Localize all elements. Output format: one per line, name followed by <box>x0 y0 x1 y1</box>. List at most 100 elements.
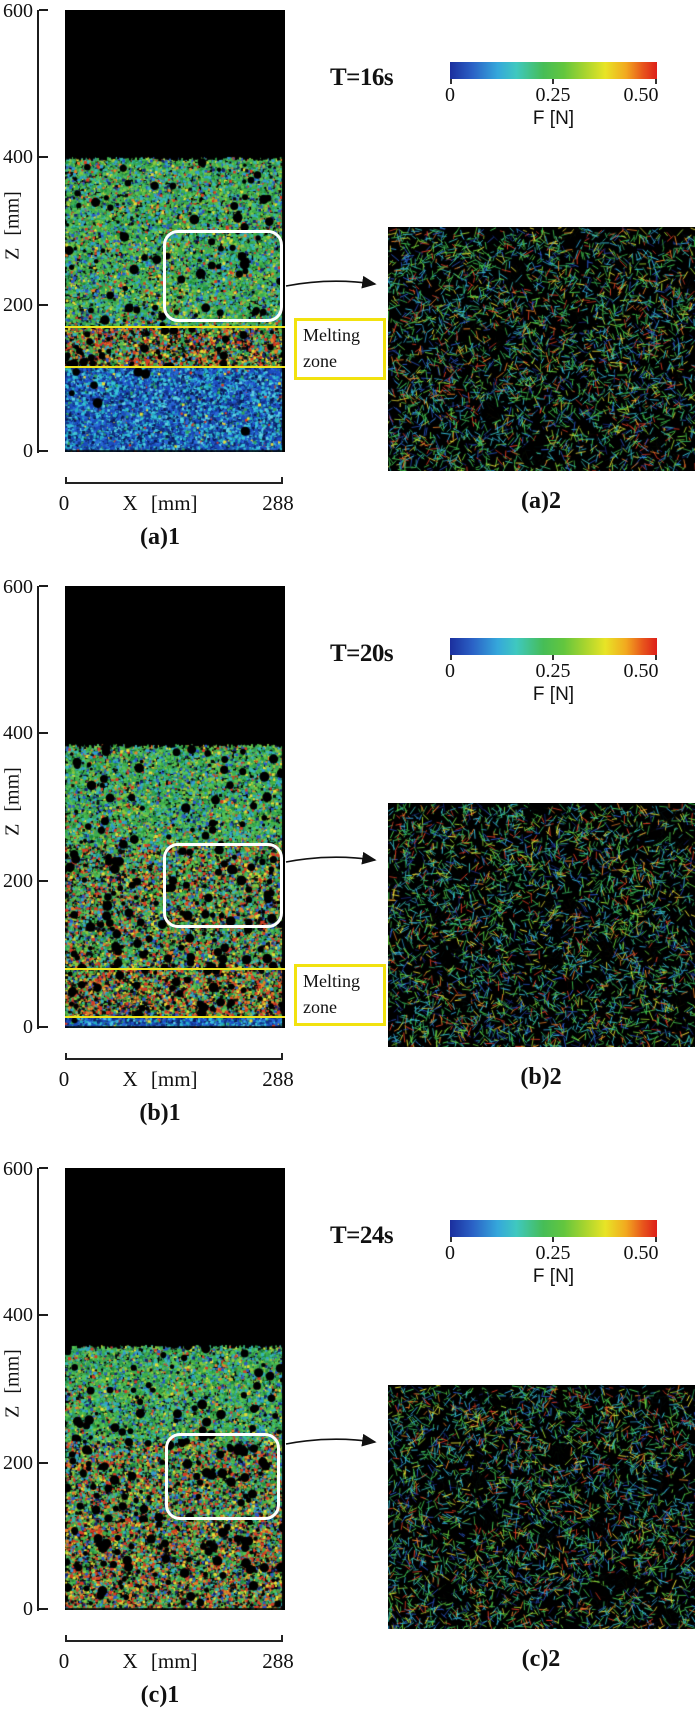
inset-canvas <box>388 803 695 1047</box>
panel-a: 600 400 200 0 Z [mm] 0 X [mm] 288 (a)1 T… <box>0 0 700 576</box>
colorbar-title: F [N] <box>532 108 575 129</box>
z-axis-tick <box>39 585 48 587</box>
colorbar-tick-label: 0.25 <box>535 1242 571 1264</box>
z-tick-label: 0 <box>23 1598 33 1620</box>
colorbar-tick-label: 0.50 <box>623 1242 659 1264</box>
x-tick-label-min: 0 <box>58 1067 70 1091</box>
melting-zone-callout-line1: Melting <box>303 325 360 346</box>
plot-sublabel: (a)1 <box>140 524 180 550</box>
inset-canvas <box>388 227 695 471</box>
melting-zone-boundary-line <box>65 325 285 328</box>
colorbar-tick <box>450 79 452 84</box>
colorbar-tick-label: 0 <box>445 660 455 682</box>
z-tick-label: 200 <box>3 870 33 892</box>
zoom-arrow <box>285 275 377 289</box>
inset-canvas <box>388 1385 695 1629</box>
colorbar: 0 0.25 0.50 F [N] <box>445 1220 659 1290</box>
z-axis-title: Z [mm] <box>1 191 24 260</box>
melting-zone-callout-line1: Melting <box>303 971 360 991</box>
melting-zone-callout-line2: zone <box>303 351 337 372</box>
x-axis-title: X [mm] <box>122 491 198 515</box>
main-sim-canvas <box>65 586 285 1028</box>
z-tick-label: 600 <box>3 1158 33 1180</box>
colorbar-tick-label: 0.50 <box>623 84 659 106</box>
z-tick-label: 600 <box>3 576 33 598</box>
melting-zone-callout: Melting zone <box>294 318 386 381</box>
melting-zone-callout-line2: zone <box>303 997 337 1017</box>
colorbar-tick <box>552 79 554 84</box>
colorbar-gradient <box>450 62 657 79</box>
z-axis-tick <box>39 304 48 306</box>
colorbar-tick <box>552 1237 554 1242</box>
x-axis-title: X [mm] <box>122 1649 198 1673</box>
x-tick-label-max: 288 <box>262 1067 294 1091</box>
time-label: T=16s <box>330 64 394 91</box>
z-axis-title: Z [mm] <box>1 767 24 836</box>
z-tick-label: 200 <box>3 1452 33 1474</box>
z-axis-title: Z [mm] <box>1 1349 24 1418</box>
colorbar-tick <box>450 655 452 660</box>
plot-sublabel: (c)1 <box>140 1682 180 1708</box>
x-axis-bracket <box>65 1053 283 1060</box>
x-axis-title: X [mm] <box>122 1067 198 1091</box>
colorbar-tick <box>655 1237 657 1242</box>
x-tick-label-min: 0 <box>58 491 70 515</box>
melting-zone-callout: Melting zone <box>294 964 386 1026</box>
colorbar-gradient <box>450 1220 657 1237</box>
x-tick-label-min: 0 <box>58 1649 70 1673</box>
colorbar: 0 0.25 0.50 F [N] <box>445 638 659 708</box>
main-sim-canvas <box>65 1168 285 1610</box>
colorbar-tick-label: 0 <box>445 84 455 106</box>
melting-zone-boundary-line <box>65 968 285 971</box>
colorbar: 0 0.25 0.50 F [N] <box>445 62 659 132</box>
colorbar-tick-label: 0.25 <box>535 84 571 106</box>
z-axis-tick <box>39 1608 48 1610</box>
time-label: T=24s <box>330 1222 394 1249</box>
x-tick-label-max: 288 <box>262 1649 294 1673</box>
z-axis-tick <box>39 450 48 452</box>
z-axis-tick <box>39 1167 48 1169</box>
panel-b: 600 400 200 0 Z [mm] 0 X [mm] 288 (b)1 T… <box>0 576 700 1152</box>
z-axis-tick <box>39 732 48 734</box>
zoom-region-outline <box>162 230 283 323</box>
colorbar-tick <box>552 655 554 660</box>
plot-sublabel: (b)1 <box>139 1100 181 1126</box>
z-axis-line <box>37 1168 39 1611</box>
z-tick-label: 0 <box>23 440 33 462</box>
z-tick-label: 200 <box>3 294 33 316</box>
z-axis-tick <box>39 1026 48 1028</box>
z-axis-tick <box>39 1462 48 1464</box>
z-axis-tick <box>39 9 48 11</box>
melting-zone-boundary-line <box>65 366 285 369</box>
zoom-region-outline <box>165 1433 281 1521</box>
z-axis-tick <box>39 880 48 882</box>
zoom-region-outline <box>162 843 283 928</box>
zoom-arrow <box>285 1433 377 1447</box>
z-tick-label: 600 <box>3 0 33 22</box>
inset-sublabel: (b)2 <box>520 1064 562 1090</box>
z-axis-tick <box>39 1314 48 1316</box>
z-tick-label: 0 <box>23 1016 33 1038</box>
inset-sublabel: (a)2 <box>521 488 561 514</box>
colorbar-tick-label: 0.25 <box>535 660 571 682</box>
z-tick-label: 400 <box>3 146 33 168</box>
colorbar-tick-label: 0.50 <box>623 660 659 682</box>
zoom-arrow <box>285 851 377 865</box>
x-axis-bracket <box>65 477 283 484</box>
z-tick-label: 400 <box>3 1304 33 1326</box>
x-axis-bracket <box>65 1635 283 1642</box>
colorbar-tick <box>655 79 657 84</box>
colorbar-tick <box>655 655 657 660</box>
x-tick-label-max: 288 <box>262 491 294 515</box>
colorbar-gradient <box>450 638 657 655</box>
colorbar-title: F [N] <box>532 1266 575 1287</box>
colorbar-tick-label: 0 <box>445 1242 455 1264</box>
colorbar-tick <box>450 1237 452 1242</box>
panel-c: 600 400 200 0 Z [mm] 0 X [mm] 288 (c)1 T… <box>0 1158 700 1718</box>
colorbar-title: F [N] <box>532 684 575 705</box>
melting-zone-boundary-line <box>65 1015 285 1018</box>
z-axis-line <box>37 586 39 1029</box>
z-axis-line <box>37 10 39 453</box>
inset-sublabel: (c)2 <box>521 1646 561 1672</box>
